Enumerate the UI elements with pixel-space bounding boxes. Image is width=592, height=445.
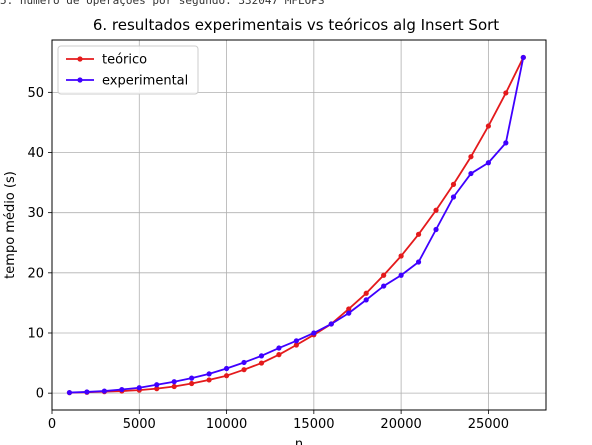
- data-point: [154, 386, 160, 392]
- data-point: [258, 360, 265, 366]
- data-point: [311, 330, 317, 336]
- data-point: [503, 90, 509, 96]
- data-point: [433, 207, 439, 213]
- data-point: [276, 352, 282, 358]
- data-point: [223, 365, 230, 372]
- data-point: [189, 375, 195, 381]
- data-point: [293, 338, 299, 344]
- x-tick-label: 0: [48, 417, 56, 432]
- legend-label: teórico: [102, 53, 147, 68]
- y-tick-label: 40: [27, 146, 44, 161]
- y-tick-label: 50: [27, 86, 44, 101]
- legend-box: [57, 45, 199, 95]
- data-point: [119, 386, 125, 393]
- series-layer: [66, 54, 526, 396]
- x-tick-label: 25000: [468, 417, 509, 432]
- data-point: [171, 383, 177, 390]
- data-point: [503, 140, 509, 146]
- x-axis-label: n: [295, 437, 303, 445]
- data-point: [293, 342, 299, 348]
- data-point: [450, 194, 457, 200]
- y-tick-label: 0: [36, 387, 44, 402]
- x-axis: 0 5000 10000 15000 20000 25000: [48, 410, 509, 432]
- x-tick-label: 10000: [206, 417, 247, 432]
- data-point: [381, 272, 387, 278]
- data-point: [84, 389, 90, 395]
- data-point: [206, 377, 212, 383]
- series-0: [66, 54, 526, 396]
- data-point: [346, 310, 352, 316]
- legend-label: experimental: [102, 74, 188, 89]
- y-axis: 0 10 20 30 40 50: [27, 86, 52, 402]
- data-point: [66, 389, 73, 396]
- y-tick-label: 10: [27, 326, 44, 341]
- series-1: [66, 54, 526, 396]
- data-point: [468, 170, 474, 177]
- x-tick-label: 15000: [293, 417, 334, 432]
- data-point: [363, 290, 369, 296]
- data-point: [154, 382, 160, 388]
- grid: [51, 40, 546, 410]
- data-point: [468, 154, 474, 160]
- data-point: [433, 226, 439, 233]
- y-axis-label: tempo médio (s): [3, 171, 18, 279]
- data-point: [398, 253, 404, 259]
- y-tick-label: 20: [27, 266, 44, 281]
- data-point: [276, 345, 282, 351]
- data-point: [520, 54, 526, 61]
- x-tick-label: 5000: [123, 417, 156, 432]
- data-point: [171, 379, 177, 385]
- data-point: [241, 367, 247, 373]
- data-point: [398, 272, 404, 278]
- data-point: [241, 359, 247, 366]
- chart-title: 6. resultados experimentais vs teóricos …: [93, 16, 499, 34]
- legend-swatch-marker: [77, 77, 83, 83]
- data-point: [346, 306, 352, 312]
- x-tick-label: 20000: [380, 417, 421, 432]
- data-point: [485, 123, 491, 129]
- data-point: [223, 373, 230, 379]
- data-point: [328, 321, 334, 327]
- partial-output-text: 5. número de operações por segundo: 3320…: [0, 0, 325, 7]
- legend-swatch-marker: [77, 56, 83, 62]
- data-point: [450, 181, 457, 187]
- plot-frame: [51, 39, 547, 411]
- data-point: [101, 388, 107, 394]
- y-tick-label: 30: [27, 206, 44, 221]
- data-point: [381, 283, 387, 289]
- data-point: [189, 380, 195, 387]
- data-point: [415, 231, 422, 237]
- data-point: [206, 371, 212, 377]
- data-point: [363, 297, 369, 303]
- legend: teórico experimental: [57, 45, 199, 95]
- data-point: [415, 259, 422, 265]
- data-point: [485, 160, 491, 166]
- data-point: [258, 353, 265, 359]
- data-point: [136, 385, 142, 391]
